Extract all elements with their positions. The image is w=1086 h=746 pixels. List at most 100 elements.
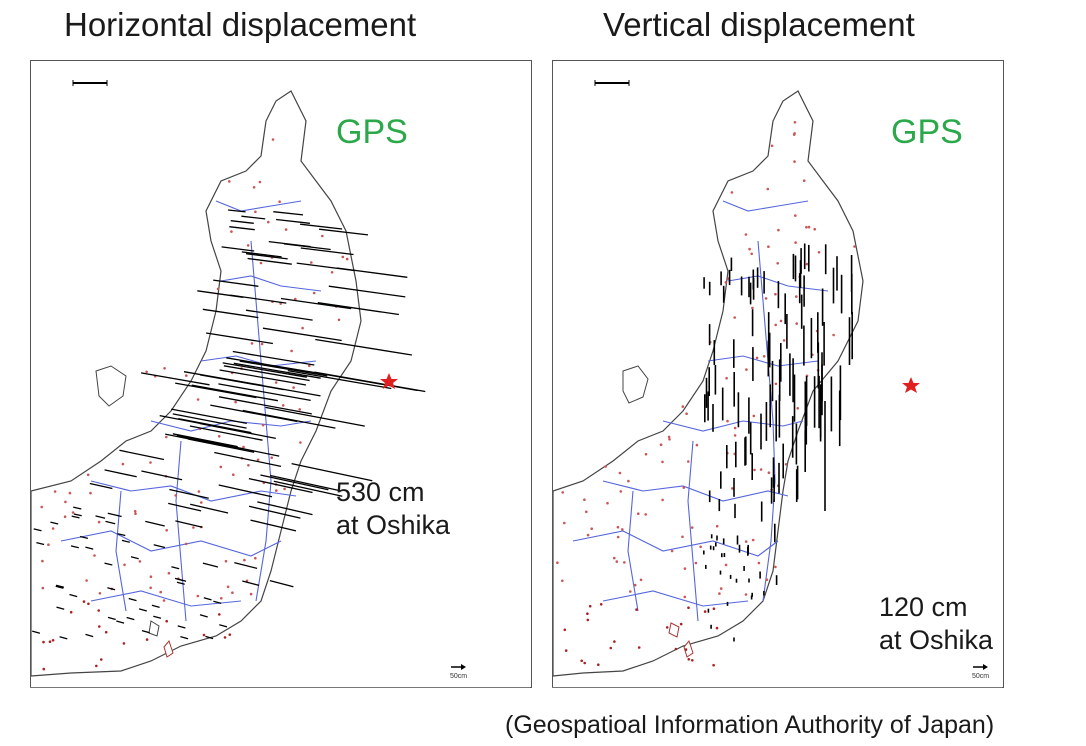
gps-station-dot <box>733 316 736 319</box>
gps-station-dot <box>134 512 137 515</box>
horizontal-vector <box>265 406 365 427</box>
horizontal-vector <box>153 615 162 619</box>
gps-station-dot <box>755 356 759 360</box>
gps-station-dot <box>776 262 779 265</box>
gps-station-dot <box>561 579 564 583</box>
horizontal-vector <box>328 285 406 298</box>
horizontal-vector <box>128 597 137 602</box>
horizontal-vector <box>227 209 246 213</box>
horizontal-vector <box>280 297 352 310</box>
horizontal-vector <box>219 369 307 386</box>
horizontal-vector <box>171 566 180 570</box>
gps-station-dot <box>682 486 686 489</box>
gps-station-dot <box>41 586 45 590</box>
horizontal-vector <box>180 635 189 640</box>
gps-station-dot <box>683 567 687 570</box>
gps-station-dot <box>719 587 723 590</box>
epicenter-marker-right <box>902 377 920 393</box>
gps-station-dot <box>687 658 691 661</box>
gps-station-dot <box>715 524 719 528</box>
gps-station-dot <box>42 667 46 671</box>
gps-station-dot <box>271 138 275 141</box>
horizontal-vector <box>210 404 298 423</box>
gps-station-dot <box>278 200 281 203</box>
gps-station-dot <box>93 554 96 557</box>
gps-station-dot <box>583 498 586 502</box>
gps-label-right: GPS <box>891 113 963 151</box>
gps-station-dot <box>782 339 786 342</box>
gps-station-dot <box>637 646 641 649</box>
horizontal-vector <box>117 533 126 537</box>
gps-station-dot <box>310 261 313 264</box>
gps-station-dot <box>774 382 778 386</box>
horizontal-vector <box>233 362 321 379</box>
gps-station-dot <box>556 561 559 564</box>
horizontal-vector <box>300 223 343 230</box>
horizontal-vector <box>262 327 342 342</box>
amount-left: 530 cm <box>336 477 425 507</box>
gps-station-dot <box>745 368 748 371</box>
gps-station-dot <box>765 578 769 581</box>
gps-station-dot <box>301 326 304 330</box>
horizontal-vector <box>273 480 343 497</box>
gps-station-dot <box>40 505 43 509</box>
gps-station-dot <box>724 563 728 567</box>
gps-station-dot <box>616 535 620 539</box>
horizontal-vector <box>283 243 331 251</box>
title-horizontal-displacement: Horizontal displacement <box>64 6 417 43</box>
horizontal-vector <box>199 614 208 618</box>
gps-station-dot <box>561 491 564 494</box>
horizontal-vector <box>234 561 258 570</box>
gps-station-dot <box>283 487 286 491</box>
gps-station-dot <box>47 543 50 546</box>
gps-station-dot <box>670 549 674 553</box>
gps-station-dot <box>752 414 756 418</box>
gps-station-dot <box>597 663 600 666</box>
gps-station-dot <box>805 262 809 266</box>
horizontal-vector <box>177 625 186 629</box>
gps-station-dot <box>766 187 770 191</box>
gps-station-dot <box>247 464 250 467</box>
horizontal-vector <box>218 383 311 402</box>
gps-station-dot <box>133 510 137 513</box>
displacement-value-left: 530 cm at Oshika <box>336 476 450 542</box>
scale-bar-top-left <box>72 80 108 86</box>
gps-station-dot <box>184 542 188 546</box>
gps-station-dot <box>259 261 263 265</box>
horizontal-vector <box>241 251 282 258</box>
gps-station-dot <box>274 381 278 384</box>
horizontal-displacement-map: GPS 530 cm at Oshika 50cm <box>30 60 532 688</box>
gps-station-dot <box>165 435 168 439</box>
gps-station-dots <box>40 138 349 671</box>
horizontal-vector <box>270 474 341 492</box>
gps-station-dot <box>779 319 783 323</box>
bottom-axis-left <box>30 687 530 696</box>
gps-station-dot <box>767 471 771 475</box>
gps-station-dot <box>220 597 223 600</box>
gps-station-dot <box>292 386 295 389</box>
scale-arrow-right <box>973 664 988 670</box>
gps-station-dot <box>299 441 302 444</box>
gps-station-dot <box>615 560 619 563</box>
gps-station-dot <box>41 559 44 563</box>
gps-station-dot <box>725 376 728 380</box>
horizontal-vector <box>85 633 94 638</box>
gps-station-dot <box>69 610 73 614</box>
gps-station-dot <box>665 626 669 629</box>
gps-station-dot <box>599 603 603 606</box>
gps-station-dot <box>159 590 162 594</box>
horizontal-vector <box>104 562 113 566</box>
horizontal-vector <box>89 482 113 490</box>
horizontal-vector <box>242 580 260 587</box>
gps-station-dot <box>260 342 264 346</box>
horizontal-vector <box>138 608 147 612</box>
horizontal-vector <box>218 484 273 498</box>
horizontal-vector <box>153 544 166 549</box>
gps-station-dot <box>95 664 98 668</box>
horizontal-vector <box>169 488 209 499</box>
horizontal-map-svg <box>31 80 466 677</box>
horizontal-vector <box>213 279 259 287</box>
horizontal-vector <box>221 246 255 252</box>
location-right: at Oshika <box>879 625 994 655</box>
horizontal-vector <box>213 600 222 605</box>
